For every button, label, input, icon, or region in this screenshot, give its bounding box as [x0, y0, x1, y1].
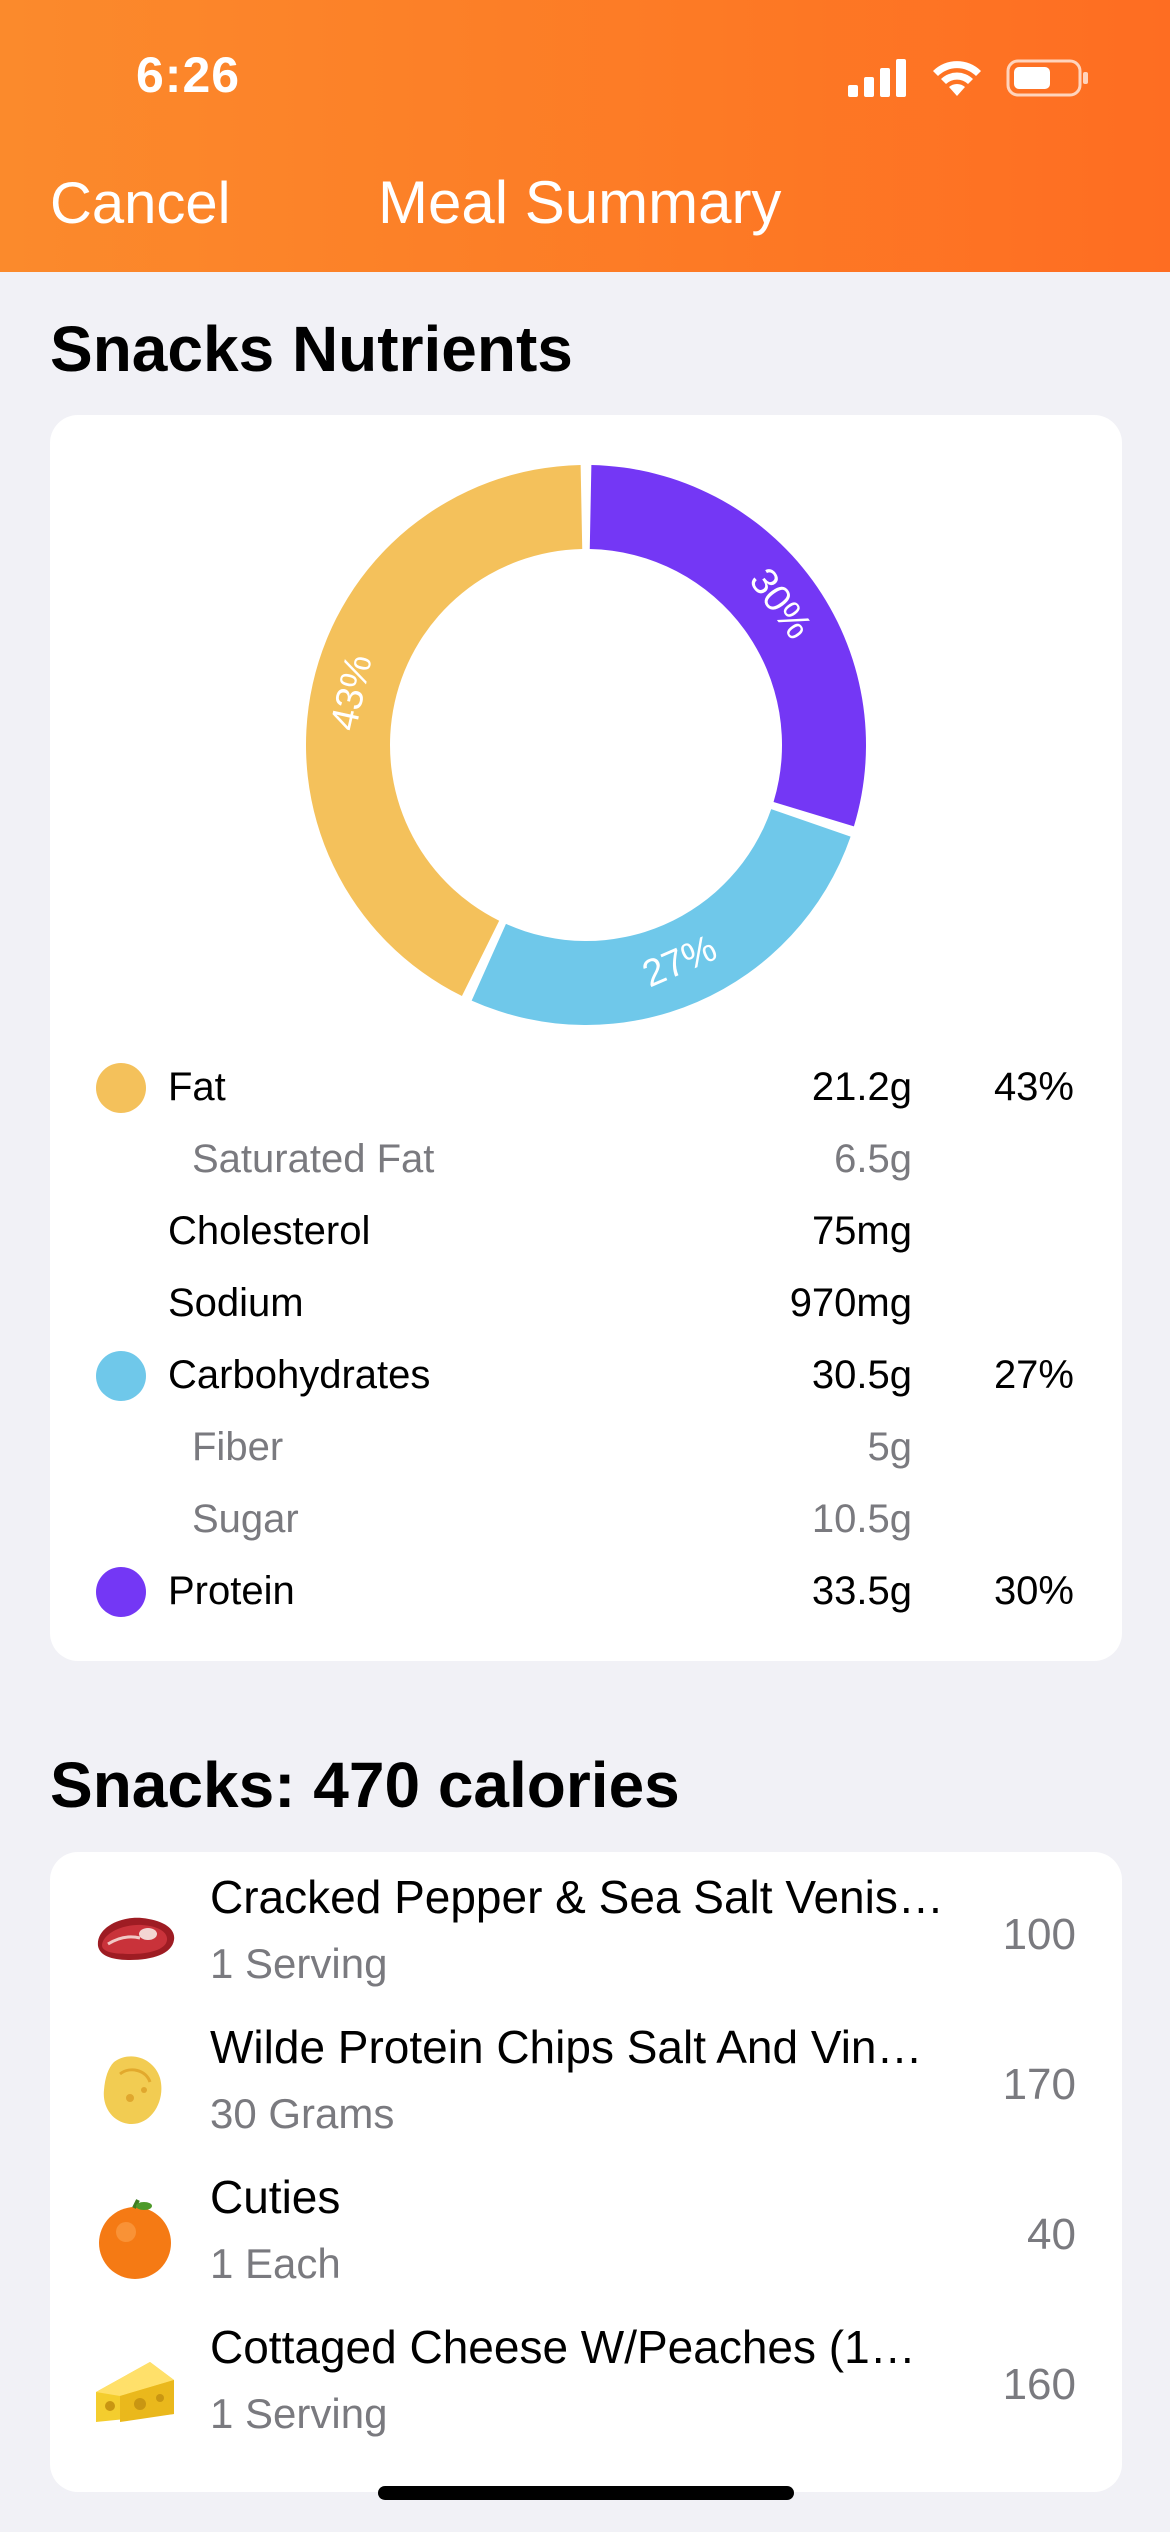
food-name: Cracked Pepper & Sea Salt Venis…	[210, 1871, 944, 1923]
food-serving: 1 Each	[210, 2240, 341, 2287]
fat-legend-dot	[96, 1063, 146, 1113]
nutrient-amount: 5g	[867, 1425, 913, 1469]
battery-icon	[1006, 59, 1088, 97]
nutrient-label: Sodium	[168, 1281, 304, 1325]
nutrient-row: Fat 21.2g 43%	[50, 1057, 1122, 1117]
fat-slice	[306, 465, 583, 997]
nutrient-row: Sodium 970mg	[50, 1273, 1122, 1333]
status-time: 6:26	[136, 47, 241, 103]
nutrient-amount: 75mg	[811, 1209, 912, 1253]
food-serving: 1 Serving	[210, 1940, 388, 1987]
nutrient-label: Protein	[168, 1569, 295, 1613]
protein-legend-dot	[96, 1567, 146, 1617]
foods-section-title: Snacks: 470 calories	[50, 1749, 680, 1821]
food-row[interactable]: Cottaged Cheese W/Peaches (1… 1 Serving 16…	[50, 2304, 1122, 2454]
food-serving: 1 Serving	[210, 2390, 388, 2437]
page-title: Meal Summary	[378, 169, 782, 236]
nutrient-row: Cholesterol 75mg	[50, 1201, 1122, 1261]
nutrient-amount: 21.2g	[811, 1065, 912, 1109]
nutrient-label: Fiber	[192, 1425, 284, 1469]
nutrient-amount: 33.5g	[811, 1569, 912, 1613]
home-indicator	[378, 2486, 794, 2500]
nutrient-percent: 30%	[993, 1569, 1074, 1613]
nutrient-label: Cholesterol	[168, 1209, 371, 1253]
macro-donut-chart: 30%27%43%	[306, 465, 866, 1025]
nutrient-row: Fiber 5g	[50, 1417, 1122, 1477]
nutrient-amount: 10.5g	[811, 1497, 912, 1541]
food-row[interactable]: Cuties 1 Each 40	[50, 2154, 1122, 2304]
nutrient-percent: 43%	[993, 1065, 1074, 1109]
nutrient-label: Saturated Fat	[192, 1137, 435, 1181]
cancel-button[interactable]: Cancel	[50, 171, 231, 236]
foods-card: Cracked Pepper & Sea Salt Venis… 1 Servin…	[50, 1852, 1122, 2492]
nutrient-row: Protein 33.5g 30%	[50, 1561, 1122, 1621]
carbohydrates-slice	[471, 809, 851, 1025]
carbohydrates-legend-dot	[96, 1351, 146, 1401]
nutrients-card: 30% 27% 43% Fat 21.2g 43% Saturated Fat 6.5g Ch…	[50, 415, 1122, 1661]
food-name: Wilde Protein Chips Salt And Vin…	[210, 2021, 923, 2073]
status-icons	[848, 56, 1090, 100]
nutrient-amount: 970mg	[789, 1281, 912, 1325]
food-calories: 160	[1002, 2360, 1076, 2409]
nutrient-row: Carbohydrates 30.5g 27%	[50, 1345, 1122, 1405]
cheese-icon	[90, 2344, 180, 2434]
food-name: Cottaged Cheese W/Peaches (1…	[210, 2321, 916, 2373]
wifi-icon	[933, 61, 981, 96]
nav-header: 6:26 Cancel Meal Summary	[0, 0, 1170, 272]
food-calories: 40	[1027, 2210, 1076, 2259]
protein-slice	[589, 465, 866, 827]
cellular-signal-icon	[848, 59, 906, 97]
food-row[interactable]: Cracked Pepper & Sea Salt Venis… 1 Servin…	[50, 1854, 1122, 2004]
nutrient-label: Carbohydrates	[168, 1353, 431, 1397]
food-calories: 170	[1002, 2060, 1076, 2109]
nutrient-amount: 6.5g	[834, 1137, 912, 1181]
food-calories: 100	[1002, 1910, 1076, 1959]
nutrient-row: Saturated Fat 6.5g	[50, 1129, 1122, 1189]
nutrient-label: Sugar	[192, 1497, 299, 1541]
orange-icon	[90, 2194, 180, 2284]
food-serving: 30 Grams	[210, 2090, 395, 2137]
nutrient-percent: 27%	[993, 1353, 1074, 1397]
nutrient-amount: 30.5g	[811, 1353, 912, 1397]
nutrients-section-title: Snacks Nutrients	[50, 313, 573, 385]
steak-icon	[90, 1894, 180, 1984]
nutrient-row: Sugar 10.5g	[50, 1489, 1122, 1549]
chip-icon	[90, 2044, 180, 2134]
food-name: Cuties	[210, 2171, 341, 2223]
food-row[interactable]: Wilde Protein Chips Salt And Vin… 30 Gram…	[50, 2004, 1122, 2154]
nutrient-label: Fat	[168, 1065, 226, 1109]
